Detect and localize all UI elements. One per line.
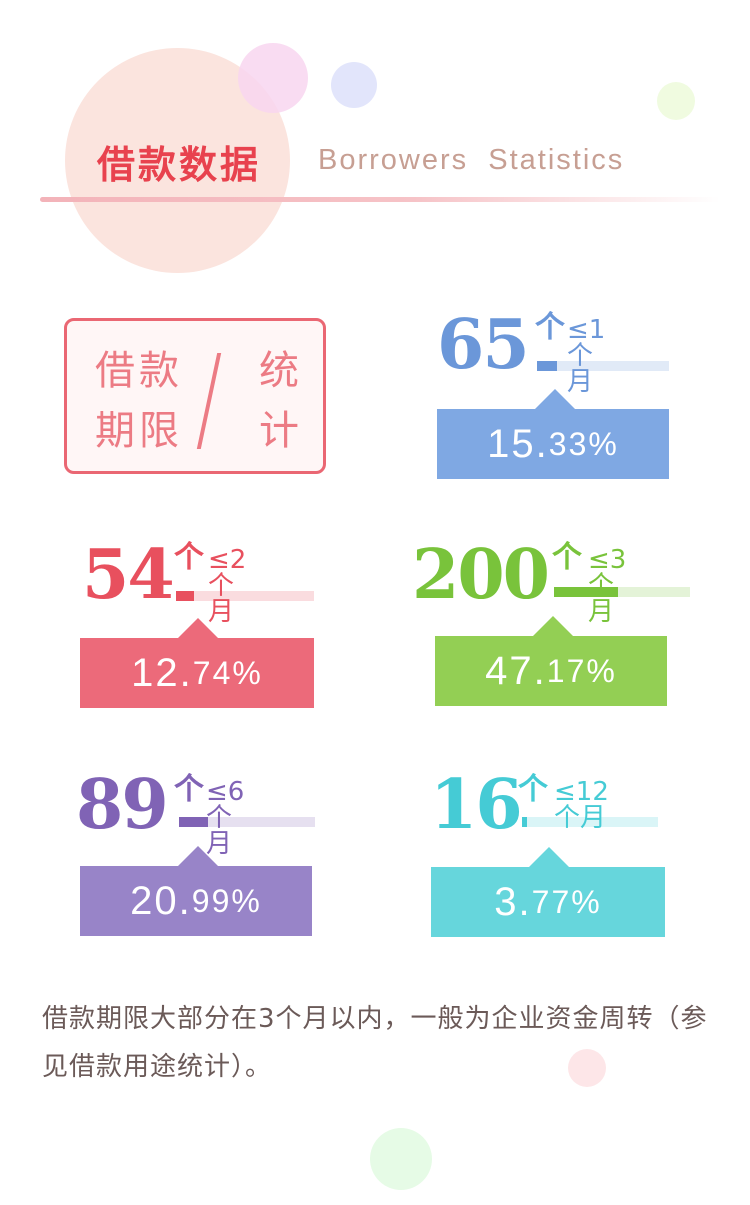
stat-range: ≤12个月 bbox=[554, 777, 609, 833]
percent-box: 15. 33% bbox=[437, 389, 669, 479]
label-text: 借款 bbox=[95, 348, 183, 394]
label-text: 期限 bbox=[95, 408, 183, 454]
decor-bubble bbox=[657, 82, 695, 120]
decor-bubble bbox=[370, 1128, 432, 1190]
stat-range: ≤3个月 bbox=[588, 545, 627, 627]
stat-range: ≤1个月 bbox=[567, 315, 606, 397]
share-fill bbox=[522, 817, 528, 827]
stat-unit: 个 bbox=[535, 310, 565, 345]
description-text: 借款期限大部分在3个月以内，一般为企业资金周转（参见借款用途统计）。 bbox=[42, 1004, 708, 1082]
stat-range: ≤2个月 bbox=[208, 545, 247, 627]
stat-count: 200 bbox=[412, 535, 550, 615]
stat-unit: 个 bbox=[174, 772, 204, 807]
stat-unit: 个 bbox=[518, 772, 548, 807]
stat-count: 65 bbox=[437, 305, 530, 385]
share-fill bbox=[176, 591, 194, 601]
share-track bbox=[537, 361, 669, 371]
percent-value: 47. 17% bbox=[485, 648, 617, 693]
stat-count: 16 bbox=[430, 765, 523, 845]
stat-unit: 个 bbox=[552, 540, 582, 575]
page-title: 借款数据 bbox=[97, 143, 262, 187]
decor-bubble bbox=[568, 1049, 606, 1087]
percent-value: 3. 77% bbox=[494, 879, 602, 924]
percent-box: 12. 74% bbox=[80, 618, 314, 708]
share-fill bbox=[537, 361, 558, 371]
stat-count: 54 bbox=[82, 535, 175, 615]
percent-value: 12. 74% bbox=[131, 650, 263, 695]
stat-count: 89 bbox=[76, 765, 169, 845]
share-track bbox=[179, 817, 315, 827]
share-fill bbox=[554, 587, 619, 597]
category-label-box: 借款 期限 统 计 bbox=[64, 318, 326, 474]
percent-box: 20. 99% bbox=[80, 846, 312, 936]
page-subtitle: Borrowers Statistics bbox=[318, 144, 625, 176]
share-track bbox=[522, 817, 658, 827]
decor-bubble bbox=[238, 43, 308, 113]
label-text: 计 bbox=[259, 408, 303, 454]
share-track bbox=[554, 587, 690, 597]
decor-bubble bbox=[331, 62, 377, 108]
stat-unit: 个 bbox=[174, 540, 204, 575]
percent-box: 3. 77% bbox=[431, 847, 665, 937]
percent-box: 47. 17% bbox=[435, 616, 667, 706]
percent-value: 20. 99% bbox=[130, 878, 262, 923]
percent-value: 15. 33% bbox=[487, 421, 619, 466]
share-track bbox=[176, 591, 314, 601]
share-fill bbox=[179, 817, 208, 827]
header-divider bbox=[40, 197, 720, 202]
slash-divider bbox=[196, 353, 222, 449]
label-text: 统 bbox=[259, 348, 303, 394]
